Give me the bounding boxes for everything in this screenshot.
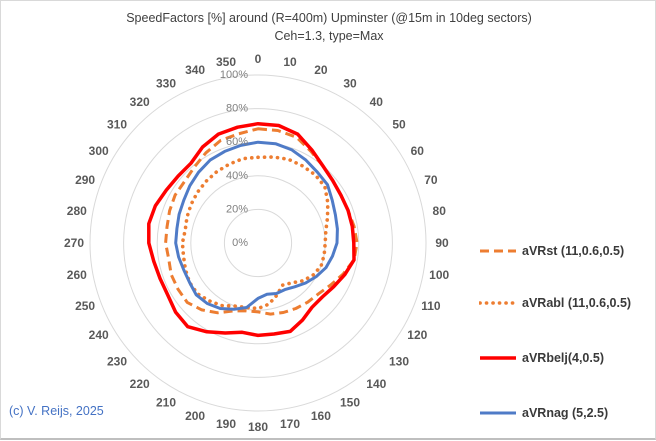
legend-swatch-dotted-line: [478, 299, 518, 307]
angle-tick-label-140: 140: [366, 377, 386, 391]
legend-swatch-solid-blue-line: [479, 409, 517, 417]
angle-tick-label-270: 270: [64, 236, 84, 250]
angle-tick-label-30: 30: [343, 77, 357, 91]
angle-tick-label-180: 180: [248, 420, 268, 434]
angle-tick-label-100: 100: [429, 268, 449, 282]
angle-tick-label-40: 40: [370, 95, 384, 109]
angle-tick-label-10: 10: [283, 55, 297, 69]
angle-tick-label-130: 130: [389, 354, 409, 368]
radar-series-aVRbelj: [147, 121, 356, 338]
angle-tick-label-260: 260: [67, 268, 87, 282]
chart-subtitle: Ceh=1.3, type=Max: [274, 29, 384, 43]
legend-swatch-solid-red-line: [479, 354, 517, 362]
legend-item-aVRabl[interactable]: aVRabl (11,0.6,0.5): [478, 294, 632, 312]
radial-tick-label-60%: 60%: [226, 136, 248, 148]
angle-tick-label-200: 200: [185, 409, 205, 423]
angle-tick-label-320: 320: [130, 95, 150, 109]
angle-tick-label-190: 190: [216, 417, 236, 431]
angle-tick-label-50: 50: [392, 118, 406, 132]
angle-tick-label-0: 0: [255, 52, 262, 66]
angle-tick-label-310: 310: [107, 118, 127, 132]
angle-tick-label-120: 120: [407, 328, 427, 342]
grid-circle-80%: [123, 108, 393, 378]
legend-swatch-dashed-line: [479, 247, 517, 255]
angle-tick-label-60: 60: [411, 144, 425, 158]
radial-tick-label-40%: 40%: [226, 170, 248, 182]
radar-series-aVRnag: [174, 140, 339, 311]
radial-tick-label-0%: 0%: [232, 237, 248, 249]
angle-tick-label-330: 330: [156, 77, 176, 91]
angle-tick-label-240: 240: [89, 328, 109, 342]
angle-tick-label-300: 300: [89, 144, 109, 158]
angle-tick-label-280: 280: [67, 204, 87, 218]
angle-tick-label-340: 340: [185, 63, 205, 77]
legend-label: aVRabl (11,0.6,0.5): [522, 296, 632, 310]
angle-tick-label-160: 160: [311, 409, 331, 423]
angle-tick-label-20: 20: [314, 63, 328, 77]
radial-tick-label-100%: 100%: [220, 69, 248, 81]
legend-label: aVRbelj(4,0.5): [522, 351, 604, 365]
angle-tick-label-250: 250: [75, 299, 95, 313]
angle-tick-label-150: 150: [340, 395, 360, 409]
angle-tick-label-230: 230: [107, 354, 127, 368]
copyright-text: (c) V. Reijs, 2025: [9, 404, 104, 418]
legend-label: aVRnag (5,2.5): [522, 406, 609, 420]
radial-tick-label-20%: 20%: [226, 203, 248, 215]
angle-tick-label-110: 110: [421, 299, 441, 313]
chart-title-block: SpeedFactors [%] around (R=400m) Upminst…: [1, 9, 656, 45]
angle-tick-label-80: 80: [433, 204, 447, 218]
angle-tick-label-90: 90: [435, 236, 449, 250]
chart-title: SpeedFactors [%] around (R=400m) Upminst…: [126, 11, 532, 25]
legend-item-aVRnag[interactable]: aVRnag (5,2.5): [479, 404, 608, 422]
legend-label: aVRst (11,0.6,0.5): [522, 244, 625, 258]
angle-tick-label-170: 170: [280, 417, 300, 431]
radar-series-aVRabl: [180, 155, 330, 311]
radial-tick-label-80%: 80%: [226, 103, 248, 115]
angle-tick-label-350: 350: [216, 55, 236, 69]
legend-item-aVRbelj[interactable]: aVRbelj(4,0.5): [479, 349, 604, 367]
angle-tick-label-290: 290: [75, 173, 95, 187]
angle-tick-label-220: 220: [130, 377, 150, 391]
grid-circle-100%: [89, 74, 427, 412]
angle-tick-label-70: 70: [424, 173, 438, 187]
angle-tick-label-210: 210: [156, 395, 176, 409]
grid-circle-40%: [190, 175, 326, 311]
legend-item-aVRst[interactable]: aVRst (11,0.6,0.5): [479, 242, 624, 260]
grid-circle-20%: [223, 208, 293, 278]
